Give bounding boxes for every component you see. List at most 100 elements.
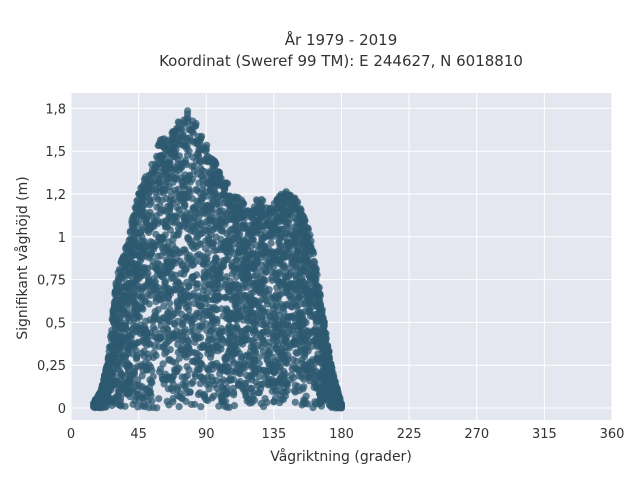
data-point xyxy=(125,389,133,398)
data-point xyxy=(249,356,257,364)
data-point xyxy=(229,375,238,383)
data-point xyxy=(188,275,196,283)
data-point xyxy=(237,296,245,304)
data-point xyxy=(166,299,174,307)
data-point xyxy=(134,376,142,384)
data-point xyxy=(258,212,266,220)
data-point xyxy=(229,384,237,392)
data-point xyxy=(257,399,265,408)
data-point xyxy=(272,324,280,332)
data-point xyxy=(107,330,115,338)
data-point xyxy=(212,254,220,262)
data-point xyxy=(189,204,197,212)
data-point xyxy=(202,307,210,316)
data-point xyxy=(234,325,242,333)
data-point xyxy=(167,274,175,282)
data-point xyxy=(259,289,267,297)
data-point xyxy=(213,279,221,287)
data-point xyxy=(209,159,217,167)
data-point xyxy=(206,272,214,280)
data-point xyxy=(111,291,119,299)
data-point xyxy=(325,379,333,387)
data-point xyxy=(180,270,188,278)
data-point xyxy=(133,282,141,290)
data-point xyxy=(126,244,134,252)
data-point xyxy=(208,226,216,234)
data-point xyxy=(188,162,196,170)
data-point xyxy=(190,315,199,323)
data-point xyxy=(163,397,171,405)
data-point xyxy=(141,403,149,411)
data-point xyxy=(238,209,246,217)
data-point xyxy=(107,396,115,404)
data-point xyxy=(195,240,203,248)
data-point xyxy=(272,344,280,352)
data-point xyxy=(291,398,299,406)
data-point xyxy=(160,344,168,352)
data-point xyxy=(145,339,153,348)
data-point xyxy=(233,230,241,238)
data-point xyxy=(216,223,224,231)
data-point xyxy=(306,231,314,239)
data-point xyxy=(320,321,328,329)
data-point xyxy=(223,337,231,345)
data-point xyxy=(306,259,314,267)
data-point xyxy=(336,401,344,409)
data-point xyxy=(315,283,323,292)
data-point xyxy=(204,249,212,257)
data-point xyxy=(278,328,287,336)
data-point xyxy=(210,392,218,400)
data-point xyxy=(309,404,317,412)
data-point xyxy=(110,320,118,328)
data-point xyxy=(231,240,239,248)
data-point xyxy=(310,365,318,373)
x-tick-label: 45 xyxy=(130,427,147,442)
data-point xyxy=(170,231,178,239)
data-point xyxy=(193,284,201,292)
data-point xyxy=(175,354,183,362)
data-point xyxy=(296,287,304,295)
data-point xyxy=(131,291,139,300)
data-point xyxy=(281,252,289,261)
data-point xyxy=(169,250,177,258)
data-point xyxy=(195,366,203,374)
data-point xyxy=(311,269,320,277)
data-point xyxy=(160,302,168,310)
data-point xyxy=(222,179,231,187)
data-point xyxy=(210,186,218,194)
data-point xyxy=(239,316,247,324)
data-point xyxy=(209,259,217,267)
data-point xyxy=(180,299,188,307)
data-point xyxy=(120,307,128,315)
data-point xyxy=(95,392,103,400)
data-point xyxy=(240,274,248,283)
data-point xyxy=(159,360,167,368)
data-point xyxy=(253,316,261,324)
data-point xyxy=(279,204,287,212)
data-point xyxy=(233,265,241,273)
data-point xyxy=(321,371,329,379)
data-point xyxy=(221,294,229,302)
data-point xyxy=(206,204,214,212)
data-point xyxy=(258,236,266,244)
data-point xyxy=(246,259,254,267)
data-point xyxy=(268,361,276,369)
data-point xyxy=(298,258,306,266)
data-point xyxy=(183,343,191,351)
data-point xyxy=(134,240,142,248)
data-point xyxy=(220,366,228,375)
data-point xyxy=(245,395,253,403)
data-point xyxy=(121,319,129,327)
data-point xyxy=(209,240,217,248)
data-point xyxy=(295,214,303,222)
data-point xyxy=(197,323,205,331)
data-point xyxy=(127,334,135,342)
data-point xyxy=(129,265,137,273)
data-point xyxy=(255,299,263,307)
x-axis-title: Vågriktning (grader) xyxy=(270,448,412,465)
data-point xyxy=(231,350,239,358)
data-point xyxy=(230,332,238,340)
data-point xyxy=(215,293,223,301)
data-point xyxy=(112,362,120,370)
data-point xyxy=(292,272,300,280)
